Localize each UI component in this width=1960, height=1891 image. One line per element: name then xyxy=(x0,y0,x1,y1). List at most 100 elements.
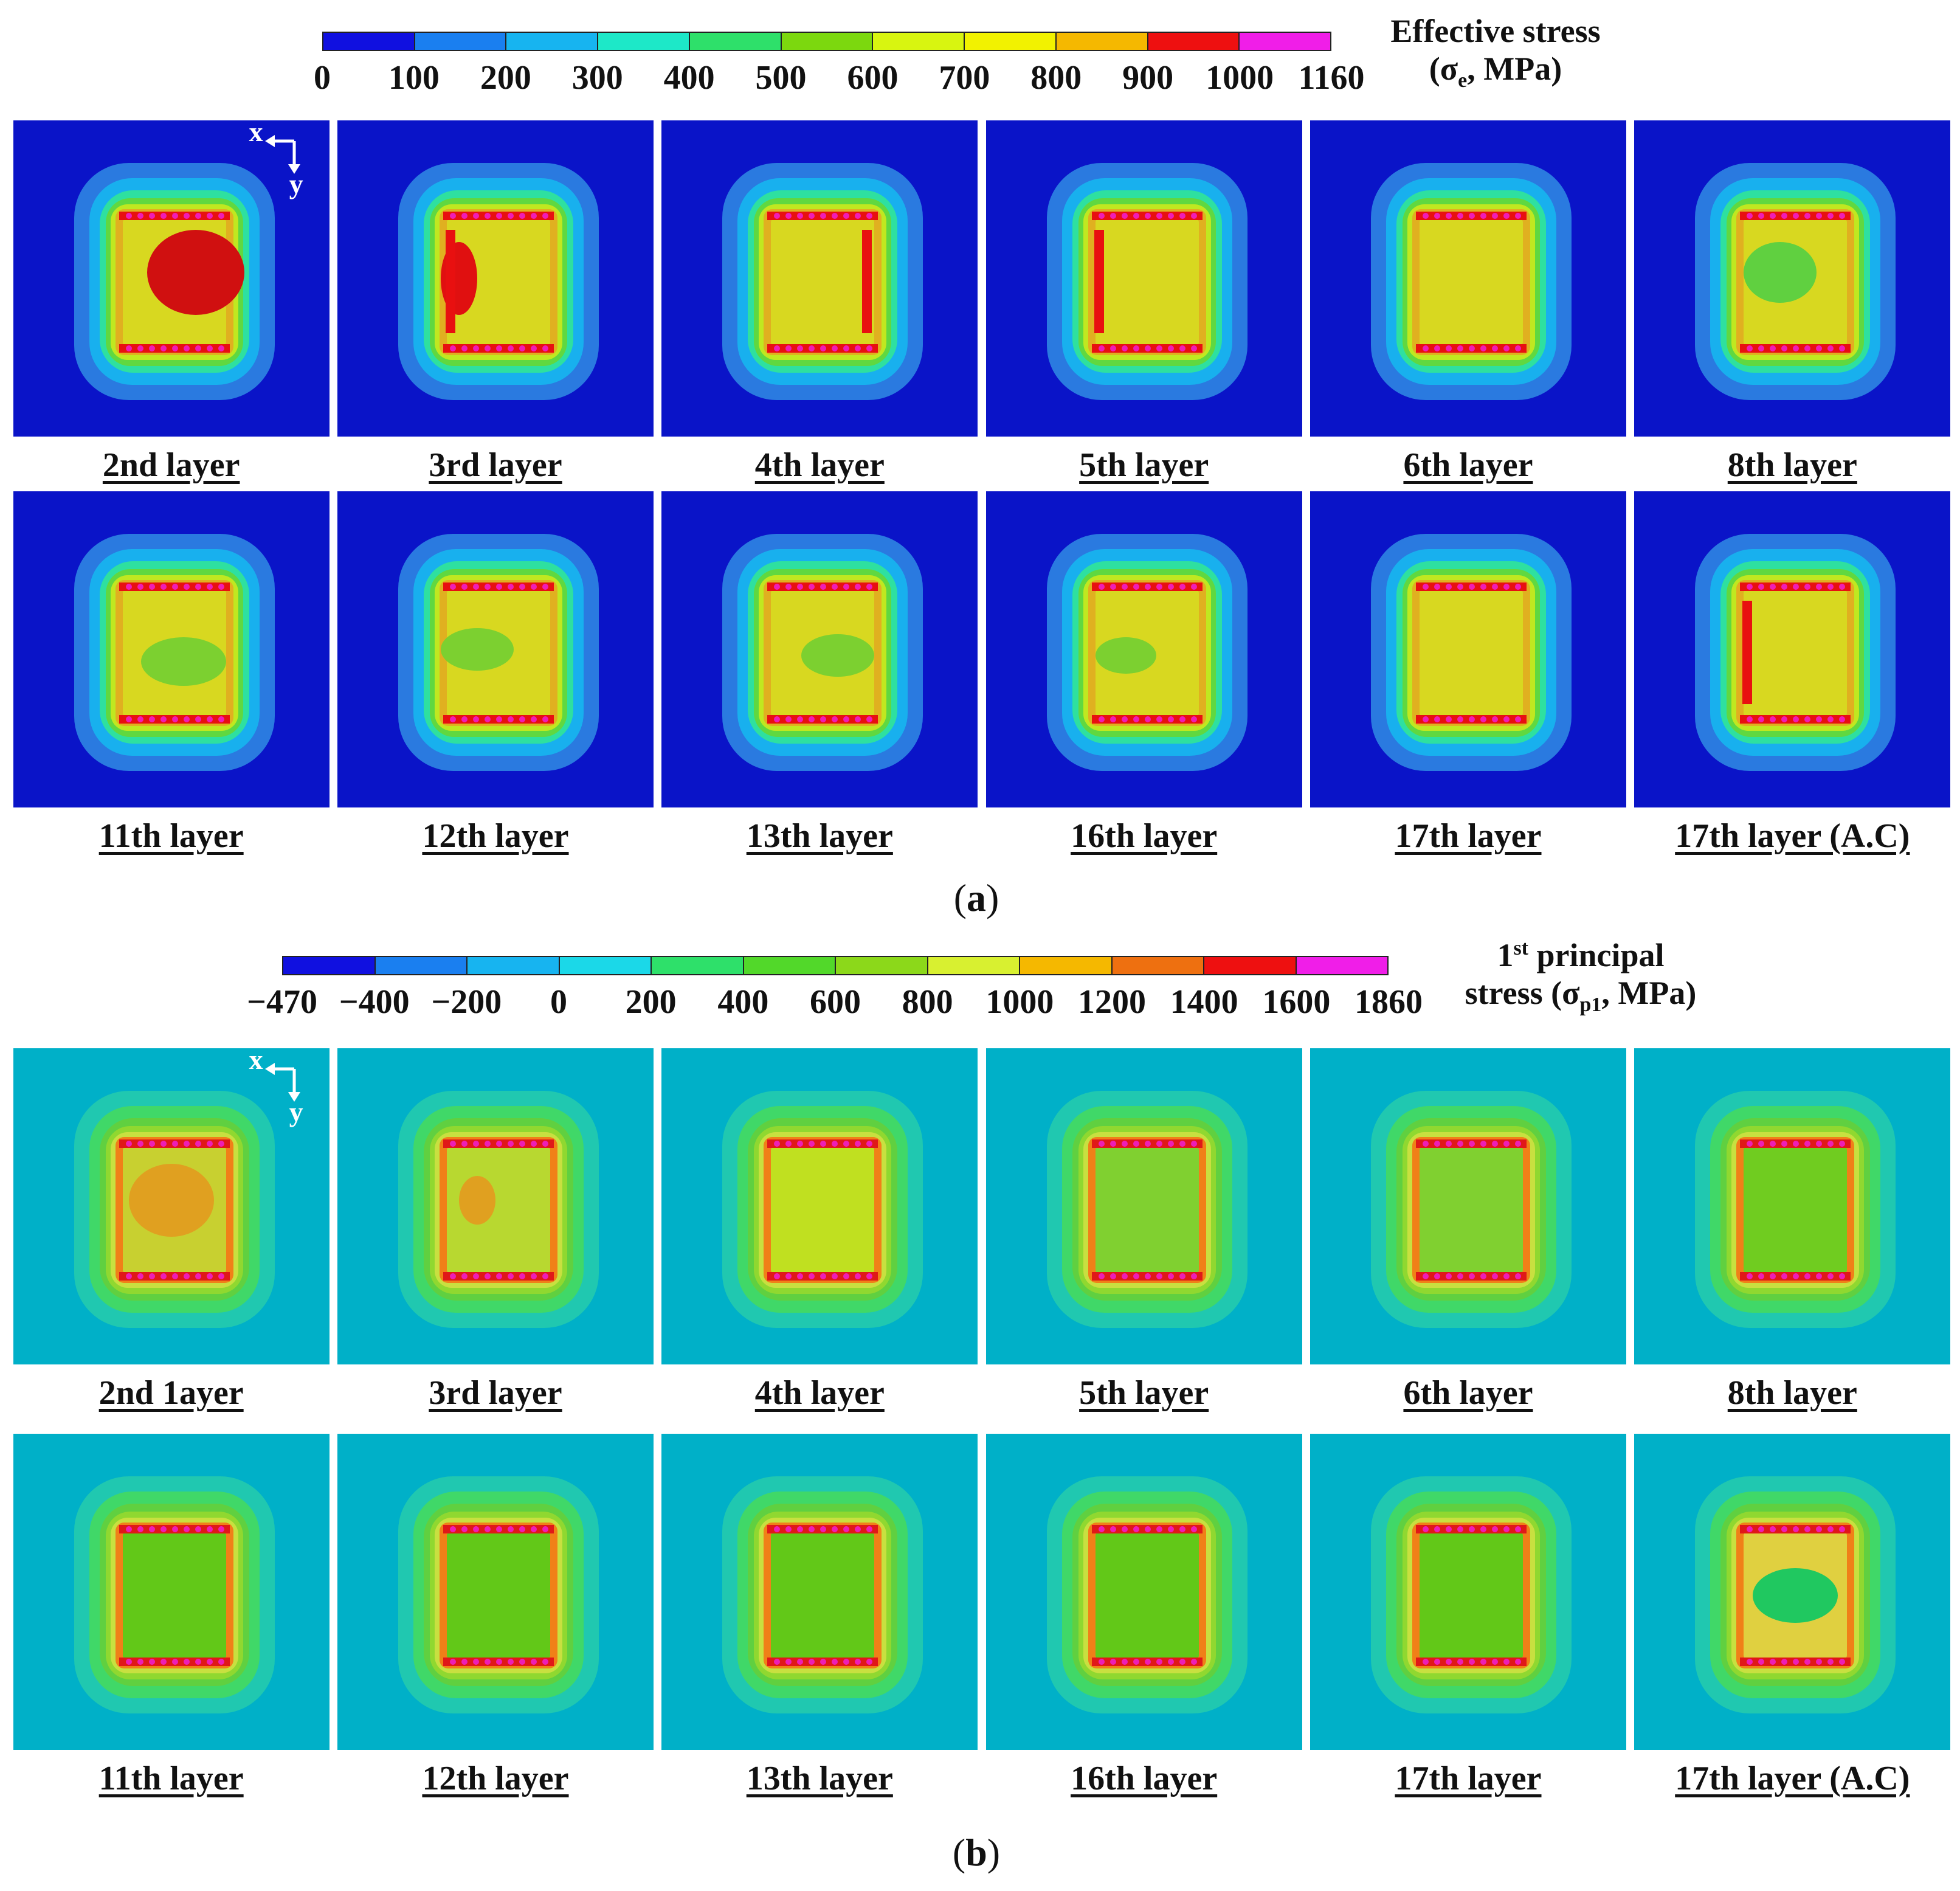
colorbar-b-title: 1st principal stress (σp1, MPa) xyxy=(1465,937,1697,1016)
fig-a-layer-label: 5th layer xyxy=(1079,446,1209,484)
fig-a-contour-plot xyxy=(661,491,978,807)
fig-a-cell: 6th layer xyxy=(1309,120,1627,486)
colorbar-tick-label: −400 xyxy=(339,983,410,1021)
colorbar-tick-label: 0 xyxy=(550,983,567,1021)
caption-a: (a) xyxy=(953,876,999,919)
fig-b-contour-plot xyxy=(1634,1048,1951,1364)
colorbar-segment xyxy=(1240,33,1331,50)
colorbar-tick-label: 1000 xyxy=(1206,59,1274,97)
fig-b-layer-label: 5th layer xyxy=(1079,1374,1209,1412)
fig-a-contour-plot xyxy=(985,491,1302,807)
colorbar-segment xyxy=(283,957,376,974)
fig-b-cell: 17th layer (A.C) xyxy=(1634,1434,1951,1800)
colorbar-segment xyxy=(1296,957,1387,974)
fig-b-layer-label: 4th layer xyxy=(754,1374,885,1412)
colorbar-segment xyxy=(1020,957,1113,974)
fig-a-contour-plot xyxy=(661,120,978,437)
colorbar-segment xyxy=(559,957,652,974)
fig-b-layer-label: 6th layer xyxy=(1403,1374,1533,1412)
colorbar-tick-label: 800 xyxy=(1030,59,1082,97)
fig-a-layer-label: 2nd layer xyxy=(102,446,240,484)
colorbar-tick-label: 1860 xyxy=(1354,983,1423,1021)
fig-b-cell: 17th layer xyxy=(1309,1434,1627,1800)
colorbar-segment xyxy=(323,33,415,50)
colorbar-tick-label: 500 xyxy=(755,59,807,97)
colorbar-segment xyxy=(1056,33,1148,50)
fig-b-cell: x y 2nd 1ayer xyxy=(12,1048,330,1414)
fig-b-contour-plot xyxy=(337,1048,654,1364)
fig-a-cell: 17th layer xyxy=(1309,491,1627,857)
colorbar-a-title: Effective stress (σe, MPa) xyxy=(1390,13,1601,92)
fig-a-cell: 13th layer xyxy=(661,491,979,857)
colorbar-tick-label: 600 xyxy=(847,59,899,97)
colorbar-segment xyxy=(415,33,507,50)
axis-y-label: y xyxy=(289,1096,303,1127)
fig-b-contour-plot xyxy=(1634,1434,1951,1750)
colorbar-tick-label: −470 xyxy=(247,983,317,1021)
colorbar-tick-label: 300 xyxy=(571,59,623,97)
colorbar-segment xyxy=(375,957,468,974)
fig-b-cell: 5th layer xyxy=(985,1048,1303,1414)
fig-b-cell: 13th layer xyxy=(661,1434,979,1800)
axis-x-label: x xyxy=(249,1048,263,1075)
colorbar-tick-label: 1160 xyxy=(1298,59,1365,97)
colorbar-segment xyxy=(873,33,965,50)
colorbar-tick-label: 800 xyxy=(902,983,953,1021)
panel-row-b2: 11th layer 12th layer 13th layer 16th layer… xyxy=(12,1434,1951,1800)
fig-a-layer-label: 8th layer xyxy=(1727,446,1857,484)
fig-b-cell: 16th layer xyxy=(985,1434,1303,1800)
colorbar-tick-label: 0 xyxy=(314,59,331,97)
fig-a-layer-label: 16th layer xyxy=(1071,817,1218,855)
panel-row-b1: x y 2nd 1ayer 3rd layer 4th layer 5th layer 6t… xyxy=(12,1048,1951,1414)
fig-a-cell: 5th layer xyxy=(985,120,1303,486)
colorbar-tick-label: 200 xyxy=(480,59,531,97)
fig-a-cell: 17th layer (A.C) xyxy=(1634,491,1951,857)
fig-b-cell: 6th layer xyxy=(1309,1048,1627,1414)
fig-b-contour-plot xyxy=(985,1434,1302,1750)
fig-a-cell: 11th layer xyxy=(12,491,330,857)
colorbar-tick-label: 700 xyxy=(939,59,990,97)
fig-b-cell: 12th layer xyxy=(336,1434,654,1800)
fig-a-cell: 4th layer xyxy=(661,120,979,486)
axis-y-label: y xyxy=(289,168,303,199)
colorbar-tick-label: 900 xyxy=(1122,59,1174,97)
colorbar-tick-label: 400 xyxy=(717,983,769,1021)
fig-b-contour-plot xyxy=(13,1434,330,1750)
fig-b-cell: 3rd layer xyxy=(336,1048,654,1414)
fig-b-layer-label: 17th layer (A.C) xyxy=(1675,1760,1910,1797)
fig-a-cell: 3rd layer xyxy=(336,120,654,486)
fig-b-contour-plot xyxy=(661,1048,978,1364)
colorbar-b-bar xyxy=(282,956,1389,975)
colorbar-segment xyxy=(652,957,744,974)
colorbar-segment xyxy=(1204,957,1297,974)
panel-row-a1: x y 2nd layer 3rd layer 4th layer 5th layer 6t… xyxy=(12,120,1951,486)
colorbar-tick-label: 1600 xyxy=(1262,983,1331,1021)
fig-a-layer-label: 13th layer xyxy=(746,817,893,855)
fig-a-contour-plot xyxy=(985,120,1302,437)
fig-a-cell: x y 2nd layer xyxy=(12,120,330,486)
caption-b: (b) xyxy=(952,1831,1001,1874)
colorbar-tick-label: 400 xyxy=(663,59,715,97)
colorbar-segment xyxy=(506,33,599,50)
fig-b-cell: 4th layer xyxy=(661,1048,979,1414)
fig-a-layer-label: 6th layer xyxy=(1403,446,1533,484)
fig-b-layer-label: 13th layer xyxy=(746,1760,893,1797)
colorbar-segment xyxy=(598,33,690,50)
colorbar-segment xyxy=(781,33,874,50)
axis-x-label: x xyxy=(249,120,263,147)
fig-a-contour-plot xyxy=(1310,491,1626,807)
fig-a-cell: 12th layer xyxy=(336,491,654,857)
fig-a-contour-plot xyxy=(1634,491,1951,807)
fig-b-layer-label: 3rd layer xyxy=(429,1374,562,1412)
colorbar-segment xyxy=(468,957,560,974)
colorbar-segment xyxy=(1148,33,1240,50)
colorbar-tick-label: 1400 xyxy=(1170,983,1238,1021)
colorbar-segment xyxy=(689,33,782,50)
colorbar-segment xyxy=(836,957,928,974)
colorbar-tick-label: 1000 xyxy=(985,983,1054,1021)
colorbar-tick-label: 200 xyxy=(625,983,677,1021)
